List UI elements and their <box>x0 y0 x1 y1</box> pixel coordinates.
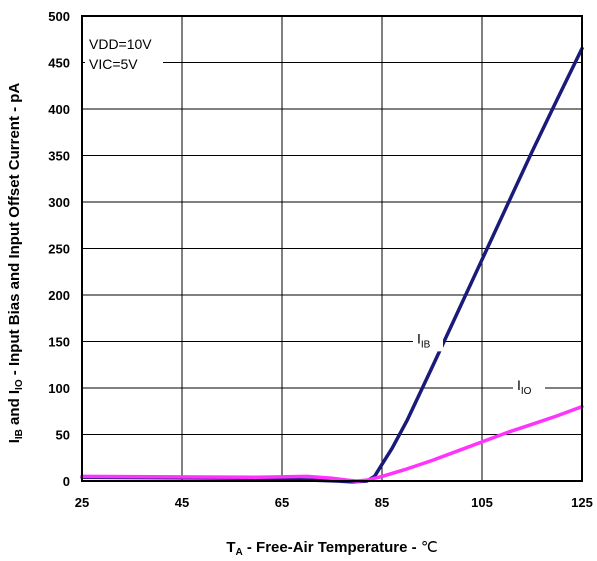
y-tick-label: 300 <box>48 195 70 210</box>
y-tick-label: 150 <box>48 335 70 350</box>
y-tick-label: 500 <box>48 9 70 24</box>
x-tick-label: 105 <box>471 495 493 510</box>
y-tick-label: 100 <box>48 381 70 396</box>
y-tick-label: 0 <box>63 474 70 489</box>
y-axis-label: IIB and IIO - Input Bias and Input Offse… <box>6 83 25 444</box>
conditions-box <box>85 33 163 77</box>
y-tick-label: 350 <box>48 149 70 164</box>
series-label-background <box>413 327 443 352</box>
plot-frame <box>81 15 583 482</box>
y-tick-label: 50 <box>56 428 70 443</box>
condition-vdd: VDD=10V <box>89 36 152 52</box>
annotations: VDD=10V VIC=5V <box>85 33 163 77</box>
condition-vic: VIC=5V <box>89 56 138 72</box>
x-tick-label: 125 <box>571 495 593 510</box>
series-line-io <box>80 404 584 483</box>
y-tick-label: 200 <box>48 288 70 303</box>
y-tick-labels: 0 50 100 150 200 250 300 350 400 450 500 <box>48 9 70 489</box>
x-tick-label: 65 <box>275 495 289 510</box>
x-tick-label: 45 <box>175 495 189 510</box>
series-label-io: IIO <box>517 377 532 397</box>
x-axis-label: TA - Free-Air Temperature - ℃ <box>226 539 437 558</box>
y-tick-label: 450 <box>48 56 70 71</box>
series-label-ib: IIB <box>417 330 431 350</box>
x-tick-labels: 25 45 65 85 105 125 <box>75 495 593 510</box>
x-tick-label: 25 <box>75 495 89 510</box>
y-tick-label: 400 <box>48 102 70 117</box>
x-tick-label: 85 <box>375 495 389 510</box>
grid <box>81 15 583 482</box>
y-tick-label: 250 <box>48 242 70 257</box>
series-labels: IIB IIO <box>413 327 545 398</box>
series-label-background <box>513 373 545 398</box>
